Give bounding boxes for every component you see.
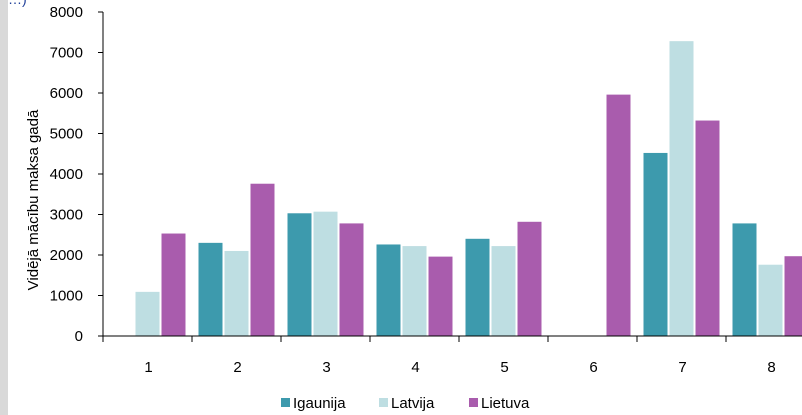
legend-swatch-lietuva — [469, 398, 478, 407]
y-tick-label: 4000 — [50, 166, 83, 183]
x-tick-label: 8 — [767, 359, 775, 376]
y-tick-label: 6000 — [50, 85, 83, 102]
axes-layer: 0 1000 2000 3000 4000 5000 6000 7000 8000 1 2 3 4 5 6 7… — [50, 4, 802, 376]
y-tick-label: 5000 — [50, 126, 83, 143]
bar-igaunija-4 — [376, 244, 401, 336]
x-tick-label: 7 — [678, 359, 686, 376]
y-tick-label: 0 — [75, 328, 83, 345]
legend-label-igaunija: Igaunija — [293, 395, 346, 412]
y-tick-label: 2000 — [50, 247, 83, 264]
bar-igaunija-7 — [643, 152, 668, 336]
bar-latvija-4 — [402, 246, 427, 336]
legend: Igaunija Latvija Lietuva — [281, 395, 530, 412]
x-tick-label: 6 — [589, 359, 597, 376]
bar-latvija-3 — [313, 211, 338, 336]
y-tick-label: 3000 — [50, 207, 83, 224]
y-tick-label: 7000 — [50, 45, 83, 62]
x-tick-label: 1 — [144, 359, 152, 376]
y-axis-title: Vidējā mācību maksa gadā — [25, 109, 42, 290]
legend-swatch-latvija — [379, 398, 388, 407]
bar-igaunija-2 — [198, 242, 223, 336]
y-tick-label: 8000 — [50, 4, 83, 21]
chart-caption: …) — [8, 0, 27, 9]
bar-lietuva-7 — [695, 120, 720, 336]
bar-latvija-2 — [224, 250, 249, 336]
x-tick-label: 2 — [233, 359, 241, 376]
bar-lietuva-8 — [784, 256, 802, 336]
bar-igaunija-3 — [287, 213, 312, 336]
bars-layer — [135, 41, 802, 337]
bar-lietuva-1 — [161, 233, 186, 336]
left-panel-strip — [0, 0, 8, 415]
bar-lietuva-4 — [428, 256, 453, 336]
bar-latvija-1 — [135, 291, 160, 336]
bar-igaunija-5 — [465, 238, 490, 336]
bar-lietuva-6 — [606, 94, 631, 337]
bar-igaunija-8 — [732, 223, 757, 336]
legend-swatch-igaunija — [281, 398, 290, 407]
bar-lietuva-5 — [517, 221, 542, 336]
bar-latvija-8 — [758, 264, 783, 336]
legend-label-lietuva: Lietuva — [481, 395, 530, 412]
x-tick-label: 5 — [500, 359, 508, 376]
bar-latvija-5 — [491, 246, 516, 336]
x-tick-label: 4 — [411, 359, 419, 376]
bar-lietuva-3 — [339, 223, 364, 336]
bar-latvija-7 — [669, 41, 694, 336]
x-tick-label: 3 — [322, 359, 330, 376]
y-tick-label: 1000 — [50, 288, 83, 305]
bar-lietuva-2 — [250, 183, 275, 336]
legend-label-latvija: Latvija — [391, 395, 435, 412]
